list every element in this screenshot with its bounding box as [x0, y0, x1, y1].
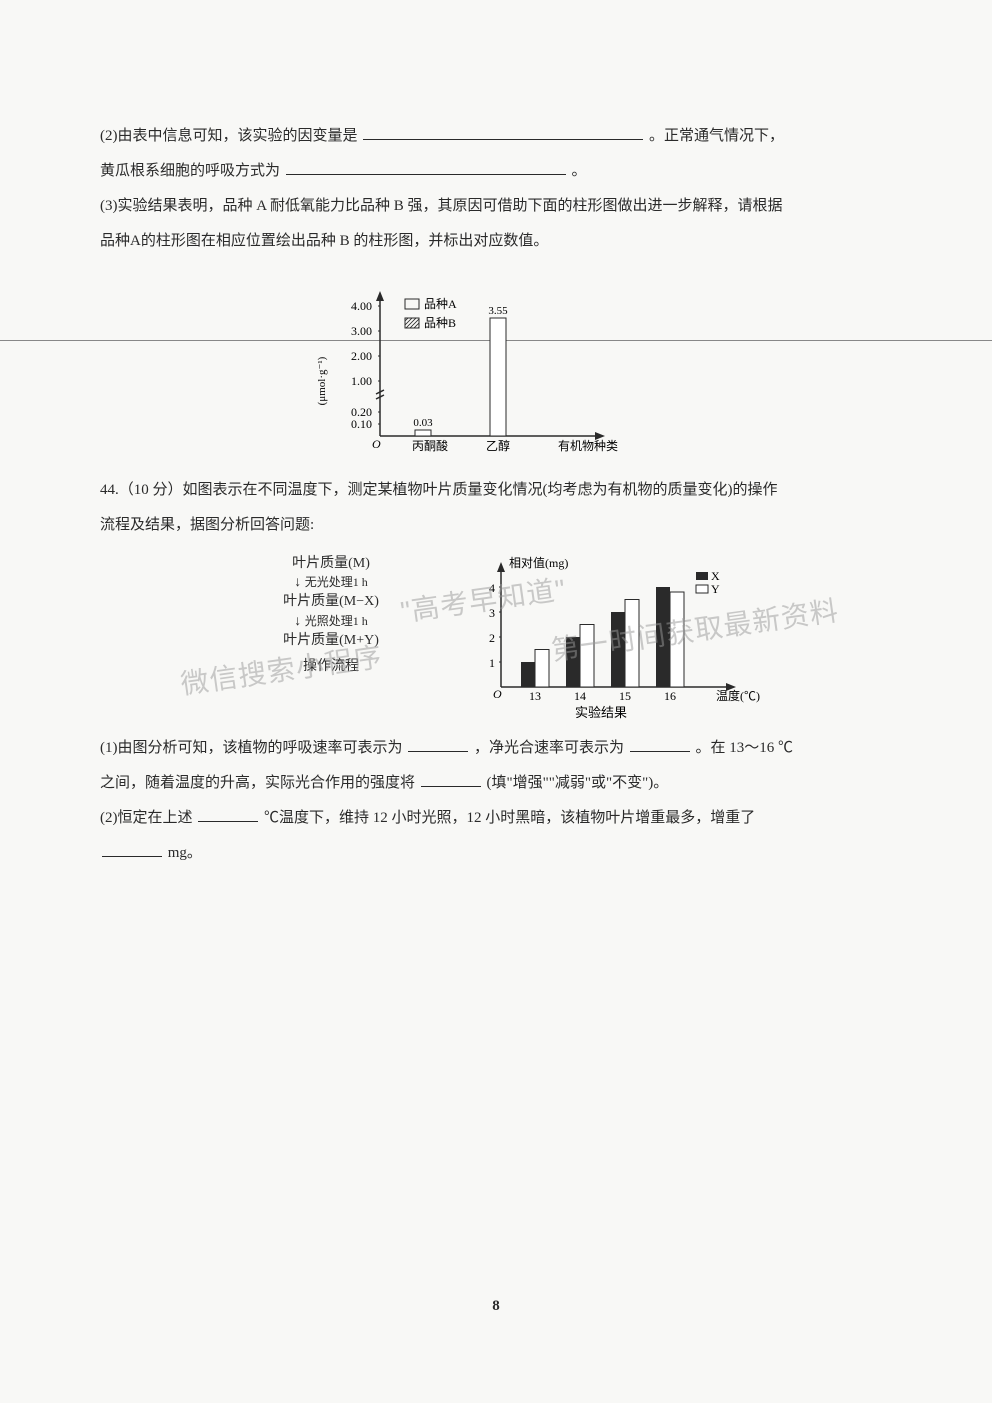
chart1-container: 4.00 3.00 2.00 1.00 0.20 0.10 (μmol·g⁻¹)…	[300, 266, 640, 466]
c2-x2: 14	[574, 689, 586, 703]
origin1: O	[372, 437, 381, 451]
flow-step1: 叶片质量(M)	[231, 553, 431, 575]
q43-item3-line2: 品种A的柱形图在相应位置绘出品种 B 的柱形图，并标出对应数值。	[100, 225, 892, 258]
bar2-val: 3.55	[488, 305, 508, 317]
q44-1a: (1)由图分析可知，该植物的呼吸速率可表示为	[100, 740, 403, 756]
blank-44-1c[interactable]	[421, 769, 481, 787]
q44-intro-b: 流程及结果，据图分析回答问题:	[100, 509, 892, 542]
q44-1d: 之间，随着温度的升高，实际光合作用的强度将	[100, 775, 415, 791]
c2-sublabel: 实验结果	[575, 705, 627, 720]
q44-item1-line2: 之间，随着温度的升高，实际光合作用的强度将 (填"增强""减弱"或"不变")。	[100, 767, 892, 800]
c2-x1: 13	[529, 689, 541, 703]
c2-leg-x: X	[711, 569, 720, 583]
c2-leg-y: Y	[711, 582, 720, 596]
bar1-label: 丙酮酸	[412, 438, 448, 453]
arrow2: ↓ 光照处理1 h	[231, 615, 431, 629]
chart2-svg: 相对值(mg) 1 2 3 4	[461, 552, 761, 722]
chart2-container: 相对值(mg) 1 2 3 4	[461, 552, 761, 722]
ytick-2: 2.00	[351, 349, 372, 363]
c2-y3: 3	[489, 606, 495, 620]
q43-item2-line1: (2)由表中信息可知，该实验的因变量是 。正常通气情况下，	[100, 120, 892, 153]
ytick-4: 4.00	[351, 299, 372, 313]
q44-item2-line1: (2)恒定在上述 ℃温度下，维持 12 小时光照，12 小时黑暗，该植物叶片增重…	[100, 802, 892, 835]
blank-44-2a[interactable]	[198, 804, 258, 822]
q43-2d: 。	[572, 163, 587, 179]
blank-44-1b[interactable]	[630, 734, 690, 752]
q43-item2-line2: 黄瓜根系细胞的呼吸方式为 。	[100, 155, 892, 188]
c2-xlabel: 温度(℃)	[716, 688, 760, 703]
page-number: 8	[492, 1290, 500, 1323]
x-label-extra: 有机物种类	[558, 439, 618, 453]
bar2-label: 乙醇	[486, 438, 510, 453]
blank-44-2b[interactable]	[102, 839, 162, 857]
c2-y2: 2	[489, 631, 495, 645]
c2-y1: 1	[489, 656, 495, 670]
c2-y4: 4	[489, 581, 495, 595]
q44-2a: (2)恒定在上述	[100, 810, 193, 826]
q43-2a: (2)由表中信息可知，该实验的因变量是	[100, 128, 358, 144]
blank-43-2b[interactable]	[286, 157, 566, 175]
chart1-svg: 4.00 3.00 2.00 1.00 0.20 0.10 (μmol·g⁻¹)…	[300, 266, 640, 466]
q44-1b: ，净光合速率可表示为	[474, 740, 624, 756]
c2-x3: 15	[619, 689, 631, 703]
q43-item3-line1: (3)实验结果表明，品种 A 耐低氧能力比品种 B 强，其原因可借助下面的柱形图…	[100, 190, 892, 223]
ytick-01: 0.10	[351, 417, 372, 431]
blank-44-1a[interactable]	[408, 734, 468, 752]
y-unit: (μmol·g⁻¹)	[316, 356, 328, 405]
q44-2c: mg。	[168, 845, 202, 861]
legend-a: 品种A	[424, 297, 457, 311]
q44-1e: (填"增强""减弱"或"不变")。	[487, 775, 669, 791]
q44-item1-line1: (1)由图分析可知，该植物的呼吸速率可表示为 ，净光合速率可表示为 。在 13～…	[100, 732, 892, 765]
c2-x4: 16	[664, 689, 676, 703]
bar1-val: 0.03	[413, 417, 433, 429]
q44-intro-a: 44.（10 分）如图表示在不同温度下，测定某植物叶片质量变化情况(均考虑为有机…	[100, 474, 892, 507]
ytick-1: 1.00	[351, 374, 372, 388]
q44-item2-line2: mg。	[100, 837, 892, 870]
c2-origin: O	[493, 687, 502, 701]
chart2-wrapper: 叶片质量(M) ↓ 无光处理1 h 叶片质量(M−X) ↓ 光照处理1 h 叶片…	[100, 552, 892, 722]
arrow1: ↓ 无光处理1 h	[231, 576, 431, 590]
q43-2b: 。正常通气情况下，	[649, 128, 784, 144]
legend-b: 品种B	[424, 316, 456, 330]
c2-ytitle: 相对值(mg)	[509, 555, 568, 570]
q44-1c: 。在 13～16 ℃	[696, 740, 794, 756]
q43-2c: 黄瓜根系细胞的呼吸方式为	[100, 163, 280, 179]
flow-step3: 叶片质量(M+Y)	[231, 630, 431, 652]
flow-label-bottom: 操作流程	[231, 656, 431, 678]
blank-43-2a[interactable]	[363, 122, 643, 140]
flow-step2: 叶片质量(M−X)	[231, 591, 431, 613]
q44-2b: ℃温度下，维持 12 小时光照，12 小时黑暗，该植物叶片增重最多，增重了	[264, 810, 755, 826]
ytick-3: 3.00	[351, 324, 372, 338]
flow-diagram: 叶片质量(M) ↓ 无光处理1 h 叶片质量(M−X) ↓ 光照处理1 h 叶片…	[231, 552, 431, 722]
